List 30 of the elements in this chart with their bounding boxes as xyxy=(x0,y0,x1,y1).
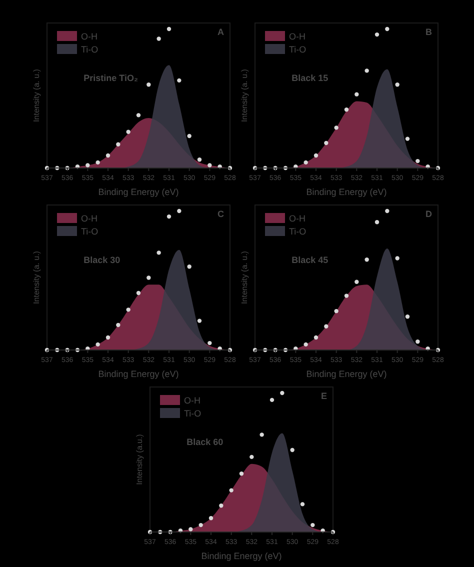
legend-label: O-H xyxy=(184,396,200,406)
y-axis-title: Intensity (a. u.) xyxy=(32,250,41,304)
annotation: E xyxy=(320,391,327,401)
legend-label: O-H xyxy=(81,32,98,42)
legend-label: Ti-O xyxy=(289,44,306,54)
x-axis-title: Binding Energy (eV) xyxy=(98,187,179,197)
x-axis-title: Binding Energy (eV) xyxy=(306,187,387,197)
legend-label: Ti-O xyxy=(184,408,202,418)
annotation: A xyxy=(218,27,224,37)
legend-label: Ti-O xyxy=(81,44,98,54)
annotation: Black 45 xyxy=(292,255,328,265)
y-axis-title: Intensity (a.u.) xyxy=(135,434,144,485)
annotation: Pristine TiO₂ xyxy=(84,73,138,83)
y-axis-title: Intensity (a. u.) xyxy=(240,68,249,122)
legend-label: O-H xyxy=(81,214,98,224)
x-axis-title: Binding Energy (eV) xyxy=(201,551,282,561)
annotation: C xyxy=(218,209,224,219)
y-axis-title: Intensity (a. u.) xyxy=(32,68,41,122)
legend-label: Ti-O xyxy=(81,226,98,236)
legend-label: O-H xyxy=(289,32,306,42)
y-axis-title: Intensity (a. u.) xyxy=(240,250,249,304)
annotation: Black 15 xyxy=(292,73,328,83)
annotation: D xyxy=(426,209,432,219)
legend-label: Ti-O xyxy=(289,226,306,236)
legend-label: O-H xyxy=(289,214,306,224)
x-axis-title: Binding Energy (eV) xyxy=(98,369,179,379)
annotation: Black 30 xyxy=(84,255,120,265)
x-axis-title: Binding Energy (eV) xyxy=(306,369,387,379)
annotation: B xyxy=(426,27,432,37)
annotation: Black 60 xyxy=(186,437,224,447)
